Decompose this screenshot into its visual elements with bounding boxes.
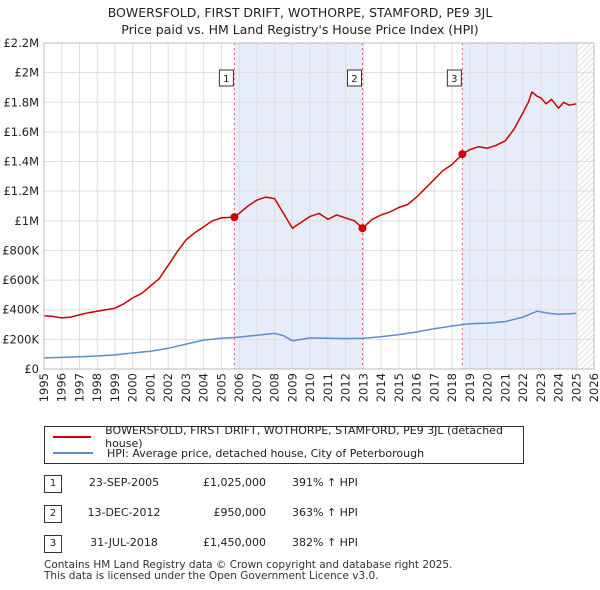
x-tick-label: 1996 bbox=[55, 373, 69, 402]
shaded-region bbox=[234, 43, 363, 369]
transaction-number: 2 bbox=[44, 505, 62, 523]
sale-label: 3 bbox=[451, 74, 457, 85]
sale-point bbox=[230, 213, 239, 222]
y-tick-label: £1.8M bbox=[3, 95, 39, 109]
property-price-line bbox=[43, 91, 577, 319]
sale-label: 2 bbox=[351, 74, 357, 85]
x-tick-label: 1997 bbox=[72, 373, 86, 402]
transaction-price: £950,000 bbox=[213, 506, 267, 519]
footer: Contains HM Land Registry data © Crown c… bbox=[44, 560, 452, 582]
x-tick-label: 2005 bbox=[214, 373, 228, 402]
transaction-number: 3 bbox=[44, 535, 62, 553]
transaction-row: 1 23-SEP-2005 £1,025,000 391% ↑ HPI bbox=[44, 474, 444, 494]
y-tick-label: £0 bbox=[24, 362, 39, 376]
x-tick-label: 2014 bbox=[374, 373, 388, 402]
y-tick-label: £1M bbox=[14, 214, 39, 228]
legend-swatch-property bbox=[53, 436, 92, 438]
y-tick-label: £1.6M bbox=[3, 125, 39, 139]
transaction-date: 23-SEP-2005 bbox=[88, 476, 160, 489]
sale-label: 1 bbox=[223, 74, 229, 85]
x-tick-label: 2002 bbox=[161, 373, 175, 402]
x-tick-label: 2013 bbox=[356, 373, 370, 402]
x-tick-label: 2007 bbox=[250, 373, 264, 402]
price-chart: 1 2 3 £0 £200K £400K £600K £800K £1M £1.2M £1.4M £… bbox=[2, 36, 600, 402]
x-tick-label: 2024 bbox=[552, 373, 566, 402]
sale-label-box bbox=[446, 69, 462, 87]
x-tick-label: 2001 bbox=[143, 373, 157, 402]
x-tick-label: 2019 bbox=[463, 373, 477, 402]
transaction-number: 1 bbox=[44, 475, 62, 493]
x-tick-label: 1999 bbox=[108, 373, 122, 402]
x-tick-label: 2023 bbox=[534, 373, 548, 402]
legend-label-property: BOWERSFOLD, FIRST DRIFT, WOTHORPE, STAMF… bbox=[105, 424, 503, 450]
x-tick-label: 2020 bbox=[481, 373, 495, 402]
footer-line2: This data is licensed under the Open Gov… bbox=[44, 570, 379, 582]
chart-title-line2: Price paid vs. HM Land Registry's House … bbox=[121, 22, 479, 37]
x-tick-label: 1995 bbox=[37, 373, 51, 402]
sale-label-box bbox=[218, 69, 234, 87]
y-tick-label: £800K bbox=[2, 243, 39, 257]
transaction-hpi: 382% ↑ HPI bbox=[292, 536, 358, 549]
legend-swatch-hpi bbox=[53, 452, 93, 454]
y-tick-label: £1.4M bbox=[3, 155, 39, 169]
x-tick-label: 2026 bbox=[587, 373, 600, 402]
x-tick-label: 2015 bbox=[392, 373, 406, 402]
x-tick-label: 2021 bbox=[498, 373, 512, 402]
x-tick-label: 2012 bbox=[339, 373, 353, 402]
legend-item-hpi: HPI: Average price, detached house, City… bbox=[53, 445, 424, 461]
x-tick-label: 2000 bbox=[126, 373, 140, 402]
x-tick-label: 1998 bbox=[90, 373, 104, 402]
y-tick-label: £2.2M bbox=[3, 36, 39, 50]
x-tick-label: 2009 bbox=[285, 373, 299, 402]
transaction-date: 13-DEC-2012 bbox=[87, 506, 161, 519]
sale-point bbox=[458, 150, 467, 159]
transaction-row: 3 31-JUL-2018 £1,450,000 382% ↑ HPI bbox=[44, 534, 444, 554]
transaction-hpi: 391% ↑ HPI bbox=[292, 476, 358, 489]
legend: BOWERSFOLD, FIRST DRIFT, WOTHORPE, STAMF… bbox=[44, 424, 524, 464]
x-tick-label: 2017 bbox=[427, 373, 441, 402]
x-tick-label: 2011 bbox=[321, 373, 335, 402]
x-tick-label: 2018 bbox=[445, 373, 459, 402]
legend-label-hpi: HPI: Average price, detached house, City… bbox=[107, 446, 425, 460]
shaded-region bbox=[462, 43, 579, 369]
chart-title: BOWERSFOLD, FIRST DRIFT, WOTHORPE, STAMF… bbox=[0, 4, 600, 38]
y-tick-label: £1.2M bbox=[3, 184, 39, 198]
sale-point bbox=[358, 224, 367, 233]
transaction-row: 2 13-DEC-2012 £950,000 363% ↑ HPI bbox=[44, 504, 444, 524]
x-tick-label: 2003 bbox=[179, 373, 193, 402]
transaction-hpi: 363% ↑ HPI bbox=[292, 506, 358, 519]
x-tick-label: 2004 bbox=[197, 373, 211, 402]
y-tick-label: £200K bbox=[2, 332, 39, 346]
x-tick-label: 2010 bbox=[303, 373, 317, 402]
plot-frame bbox=[43, 42, 595, 370]
y-tick-label: £600K bbox=[2, 273, 39, 287]
transaction-price: £1,450,000 bbox=[203, 536, 266, 549]
sale-label-box bbox=[346, 69, 362, 87]
hpi-line bbox=[43, 310, 577, 359]
transaction-date: 31-JUL-2018 bbox=[90, 536, 158, 549]
x-tick-label: 2025 bbox=[569, 373, 583, 402]
y-tick-label: £400K bbox=[2, 303, 39, 317]
x-tick-label: 2006 bbox=[232, 373, 246, 402]
footer-line1: Contains HM Land Registry data © Crown c… bbox=[44, 559, 453, 571]
x-tick-label: 2022 bbox=[516, 373, 530, 402]
forecast-hatch bbox=[578, 43, 594, 369]
y-tick-label: £2M bbox=[14, 66, 39, 80]
transaction-price: £1,025,000 bbox=[203, 476, 266, 489]
chart-title-line1: BOWERSFOLD, FIRST DRIFT, WOTHORPE, STAMF… bbox=[107, 5, 493, 20]
x-tick-label: 2016 bbox=[410, 373, 424, 402]
legend-item-property: BOWERSFOLD, FIRST DRIFT, WOTHORPE, STAMF… bbox=[53, 424, 523, 450]
x-tick-label: 2008 bbox=[268, 373, 282, 402]
